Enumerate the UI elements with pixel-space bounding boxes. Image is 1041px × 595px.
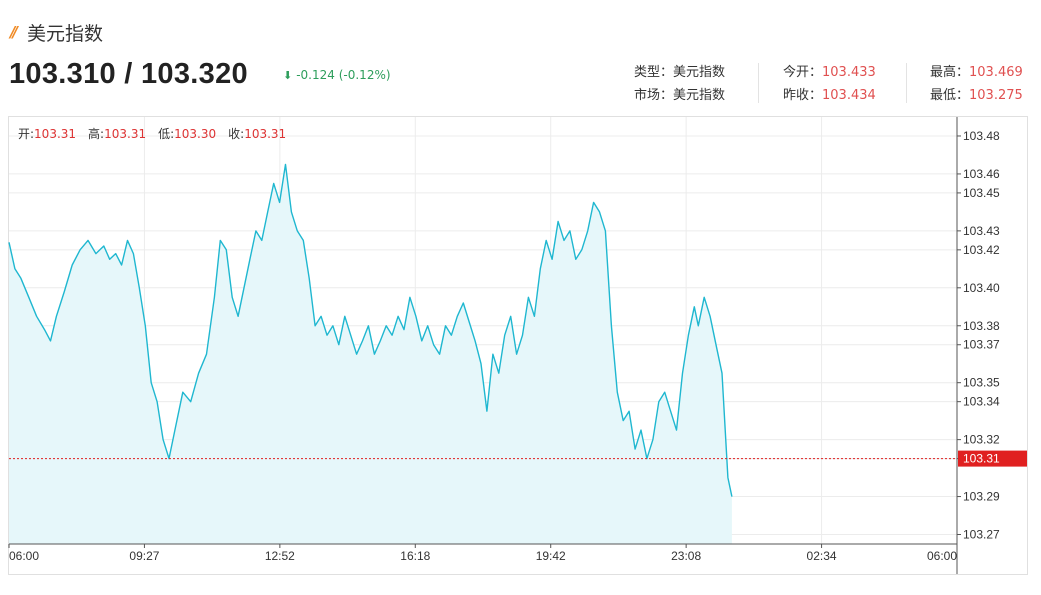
y-tick-label: 103.35 [963,376,1000,390]
ohlc-high-value: 103.31 [104,127,147,141]
ohlc-readout: 开:103.31 高:103.31 低:103.30 收:103.31 [18,125,286,142]
y-tick-label: 103.32 [963,433,1000,447]
y-tick-label: 103.42 [963,243,1000,257]
down-arrow-icon: ⬇ [283,68,293,82]
ohlc-low: 低:103.30 [158,125,216,142]
y-tick-label: 103.27 [963,528,1000,542]
x-tick-label: 06:00 [927,549,957,563]
info-prev-close-value: 103.434 [822,88,876,103]
series-line [8,163,733,497]
info-open-label: 今开： [783,65,823,80]
ohlc-close-value: 103.31 [244,127,287,141]
info-market-value: 美元指数 [673,88,726,103]
ohlc-close-label: 收: [228,127,245,141]
price-change: ⬇ -0.124 (-0.12%) [283,68,391,82]
info-market-label: 市场： [634,88,674,103]
ohlc-low-label: 低: [158,127,175,141]
ohlc-close: 收:103.31 [228,125,286,142]
y-tick-label: 103.37 [963,338,1000,352]
y-tick-label: 103.29 [963,490,1000,504]
y-tick-label: 103.48 [963,129,1000,143]
y-tick-label: 103.40 [963,281,1000,295]
x-tick-label: 16:18 [400,549,430,563]
info-open-value: 103.433 [822,65,876,80]
x-tick-label: 23:08 [671,549,701,563]
info-high: 最高：103.469 [930,61,1023,80]
title-marker-icon: // [10,23,18,41]
info-divider [906,63,907,103]
x-tick-label: 06:00 [9,549,39,563]
y-tick-label: 103.38 [963,319,1000,333]
info-divider [758,63,759,103]
chart-axes: 103.48 103.46 103.45 103.43 103.42 103.40 103.… [8,117,1027,574]
price-change-value: -0.124 (-0.12%) [296,68,391,82]
x-tick-label: 19:42 [536,549,566,563]
ohlc-open-value: 103.31 [34,127,77,141]
info-type: 类型：美元指数 [634,61,725,80]
y-tick-label: 103.46 [963,167,1000,181]
y-tick-label: 103.34 [963,395,1000,409]
ohlc-open: 开:103.31 [18,125,76,142]
x-tick-label: 12:52 [265,549,295,563]
chart-plot-area [8,163,957,544]
ohlc-high: 高:103.31 [88,125,146,142]
ohlc-high-label: 高: [88,127,105,141]
info-prev-close-label: 昨收： [783,88,823,103]
y-tick-label: 103.45 [963,186,1000,200]
y-tick-label: 103.43 [963,224,1000,238]
info-market: 市场：美元指数 [634,84,725,103]
ohlc-open-label: 开: [18,127,35,141]
info-type-value: 美元指数 [673,65,726,80]
info-low-value: 103.275 [969,88,1023,103]
title-bar: // 美元指数 [10,20,103,45]
x-tick-label: 02:34 [807,549,837,563]
series-area [9,164,732,544]
ohlc-low-value: 103.30 [174,127,217,141]
info-low: 最低：103.275 [930,84,1023,103]
info-high-label: 最高： [930,65,970,80]
x-tick-label: 09:27 [129,549,159,563]
last-price-badge [958,450,1027,467]
info-prev-close: 昨收：103.434 [783,84,876,103]
last-price-label: 103.31 [963,452,1000,466]
current-price: 103.310 / 103.320 [9,58,248,90]
info-open: 今开：103.433 [783,61,876,80]
info-type-label: 类型： [634,65,674,80]
info-low-label: 最低： [930,88,970,103]
page-title: 美元指数 [26,22,103,45]
info-high-value: 103.469 [969,65,1023,80]
